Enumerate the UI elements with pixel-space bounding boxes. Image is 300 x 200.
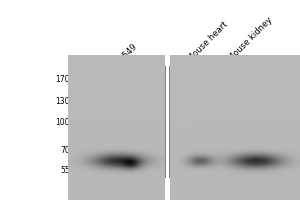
- Text: SOCS6: SOCS6: [280, 143, 300, 153]
- Text: 55KD: 55KD: [60, 166, 81, 175]
- Text: A549: A549: [118, 42, 139, 63]
- Text: 130KD: 130KD: [56, 97, 81, 106]
- Bar: [90, 66, 165, 178]
- Text: Mouse heart: Mouse heart: [186, 20, 230, 63]
- Bar: [169, 66, 270, 178]
- Text: 100KD: 100KD: [56, 118, 81, 127]
- Bar: [90, 66, 165, 178]
- Text: Mouse kidney: Mouse kidney: [226, 16, 274, 63]
- Text: 70KD: 70KD: [60, 146, 81, 155]
- Bar: [169, 66, 270, 178]
- Text: 170KD: 170KD: [56, 75, 81, 84]
